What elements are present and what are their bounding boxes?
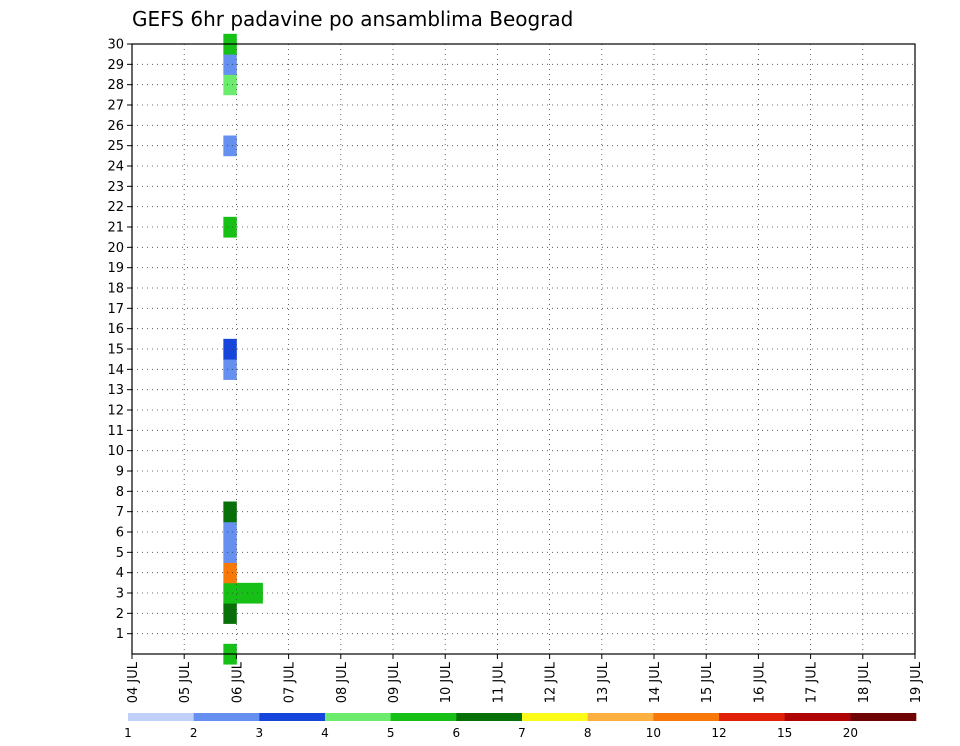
heatmap-cell (223, 542, 237, 563)
colorbar-segment (259, 713, 326, 721)
y-tick-label: 13 (107, 383, 124, 398)
y-tick-label: 24 (107, 160, 124, 175)
colorbar-label: 7 (518, 726, 526, 740)
y-tick-label: 26 (107, 119, 124, 134)
colorbar-segment (850, 713, 917, 721)
y-tick-label: 1 (116, 627, 124, 642)
colorbar-segment (522, 713, 588, 721)
y-tick-label: 4 (116, 566, 124, 581)
colorbar-segment (128, 713, 194, 721)
x-tick-label: 05 JUL (178, 661, 193, 703)
heatmap-cell (236, 582, 250, 604)
colorbar-segment (587, 713, 654, 721)
colorbar-label: 2 (190, 726, 198, 740)
y-tick-label: 10 (107, 444, 124, 459)
colorbar-segment (719, 713, 785, 721)
y-tick-label: 19 (107, 261, 124, 276)
colorbar-label: 4 (321, 726, 329, 740)
colorbar-segment (193, 713, 260, 721)
heatmap-cell (223, 521, 237, 543)
x-tick-label: 12 JUL (544, 661, 559, 703)
chart-title: GEFS 6hr padavine po ansamblima Beograd (132, 7, 573, 31)
x-tick-label: 18 JUL (857, 661, 872, 703)
x-tick-label: 06 JUL (230, 661, 245, 703)
colorbar-segment (784, 713, 851, 721)
y-tick-label: 12 (107, 404, 124, 419)
colorbar-label: 3 (256, 726, 264, 740)
x-tick-label: 16 JUL (752, 661, 767, 703)
colorbar-label: 15 (777, 726, 792, 740)
y-tick-label: 20 (107, 241, 124, 256)
heatmap-cell (223, 501, 237, 523)
y-tick-label: 2 (116, 607, 124, 622)
heatmap-cell (223, 216, 237, 238)
heatmap-cell (223, 603, 237, 624)
y-tick-label: 14 (107, 363, 124, 378)
colorbar-label: 8 (584, 726, 592, 740)
grid-layer (132, 44, 916, 654)
x-tick-label: 04 JUL (126, 661, 141, 703)
y-tick-label: 18 (107, 282, 124, 297)
colorbar-label: 1 (124, 726, 132, 740)
heatmap-cell (249, 582, 263, 604)
x-tick-label: 10 JUL (439, 661, 454, 703)
colorbar-label: 5 (387, 726, 395, 740)
x-tick-label: 11 JUL (491, 661, 506, 703)
x-tick-label: 13 JUL (596, 661, 611, 703)
colorbar-segment (325, 713, 391, 721)
x-tick-label: 09 JUL (387, 661, 402, 703)
x-tick-label: 08 JUL (335, 661, 350, 703)
heatmap-cell (223, 582, 237, 604)
heatmap-cell (223, 54, 237, 75)
y-tick-label: 8 (116, 485, 124, 500)
y-tick-label: 29 (107, 58, 124, 73)
colorbar-segment (390, 713, 457, 721)
colorbar-label: 12 (711, 726, 726, 740)
y-tick-label: 25 (107, 139, 124, 154)
y-tick-label: 30 (107, 38, 124, 53)
y-tick-label: 17 (107, 302, 124, 317)
cells-layer (223, 33, 263, 665)
y-tick-label: 21 (107, 221, 124, 236)
heatmap-cell (223, 135, 237, 157)
y-tick-label: 23 (107, 180, 124, 195)
x-tick-label: 15 JUL (700, 661, 715, 703)
colorbar-label: 6 (453, 726, 461, 740)
y-tick-label: 7 (116, 505, 124, 520)
colorbar-label: 20 (843, 726, 858, 740)
x-tick-label: 14 JUL (648, 661, 663, 703)
colorbar-segment (456, 713, 523, 721)
colorbar: 1 2 3 4 5 6 7 8 10 12 15 20 (124, 713, 917, 740)
x-axis: 04 JUL 05 JUL 06 JUL 07 JUL 08 JUL 09 JUL 10 J… (126, 654, 924, 703)
y-tick-label: 3 (116, 587, 124, 602)
y-tick-label: 16 (107, 322, 124, 337)
y-tick-label: 5 (116, 546, 124, 561)
y-tick-label: 15 (107, 343, 124, 358)
y-tick-label: 22 (107, 200, 124, 215)
y-tick-label: 9 (116, 465, 124, 480)
colorbar-segment (653, 713, 720, 721)
y-axis: 1234567891011121314151617181920212223242… (107, 38, 132, 642)
y-tick-label: 28 (107, 78, 124, 93)
heatmap-cell (223, 562, 237, 584)
x-tick-label: 07 JUL (283, 661, 298, 703)
colorbar-label: 10 (646, 726, 661, 740)
y-tick-label: 11 (107, 424, 124, 439)
heatmap-cell (223, 359, 237, 380)
heatmap-cell (223, 74, 237, 96)
y-tick-label: 6 (116, 526, 124, 541)
heatmap-cell (223, 338, 237, 360)
x-tick-label: 17 JUL (805, 661, 820, 703)
y-tick-label: 27 (107, 99, 124, 114)
x-tick-label: 19 JUL (909, 661, 924, 703)
